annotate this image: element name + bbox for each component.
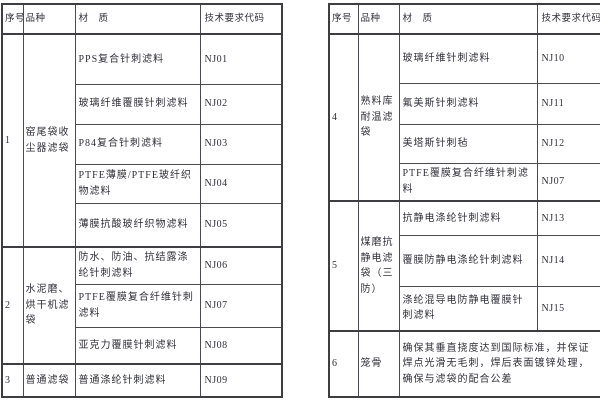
table-row: 3 普通滤袋 普通涤纶针刺滤料 NJ09: [1, 363, 283, 398]
table-row: 覆膜防静电涤纶针刺滤料 NJ14: [329, 234, 600, 287]
col-header-variety: 品种: [357, 3, 400, 35]
seq-cell: 1: [1, 33, 24, 248]
col-header-material: 材 质: [398, 3, 538, 35]
material-cell: 亚克力覆膜针刺滤料: [74, 326, 201, 365]
col-header-variety: 品种: [22, 3, 76, 35]
code-cell: NJ08: [199, 326, 283, 365]
code-cell: NJ10: [536, 33, 600, 84]
table-row: 1 窑尾袋收尘器滤袋 PPS复合针刺滤料 NJ01: [1, 33, 283, 248]
table-row: 6 笼骨 确保其垂直挠度达到国际标准，并保证焊点光滑无毛刺，焊后表面镀锌处理，确…: [328, 330, 600, 398]
code-cell: NJ04: [199, 163, 283, 204]
variety-cell: 笼骨: [357, 330, 400, 398]
seq-cell: 2: [1, 246, 24, 365]
table-row: 玻璃纤维覆膜针刺滤料 NJ02: [2, 83, 283, 125]
material-cell: P84复合针刺滤料: [74, 123, 201, 165]
table-row: 4 熟料库耐温滤袋 玻璃纤维针刺滤料 NJ10: [328, 33, 600, 202]
material-cell: 覆膜防静电涤纶针刺滤料: [398, 234, 538, 287]
table-row: 美塔斯针刺毡 NJ12: [329, 123, 600, 164]
material-cell: 抗静电涤纶针刺滤料: [398, 200, 538, 236]
header-row: 序号 品种 材 质 技术要求代码: [328, 3, 600, 35]
col-header-seq: 序号: [1, 3, 24, 35]
table-row: 5 煤磨抗静电滤袋（三防） 抗静电涤纶针刺滤料 NJ13: [328, 200, 600, 332]
material-cell: PTFE覆膜复合纤维针刺滤料: [398, 162, 538, 202]
material-cell: PPS复合针刺滤料: [74, 33, 201, 85]
material-cell: 玻璃纤维针刺滤料: [398, 33, 538, 84]
col-header-code: 技术要求代码: [536, 3, 600, 35]
table-row: 涤纶混导电防静电覆膜针刺滤料 NJ15: [329, 285, 600, 332]
right-table: 序号 品种 材 质 技术要求代码 4 熟料库耐温滤袋 玻璃纤维针刺滤料 NJ10…: [328, 3, 600, 398]
material-cell: 薄膜抗酸玻纤织物滤料: [74, 202, 201, 248]
col-header-seq: 序号: [328, 3, 359, 35]
material-cell: 涤纶混导电防静电覆膜针刺滤料: [398, 285, 538, 332]
seq-cell: 5: [328, 200, 359, 332]
code-cell: NJ07: [536, 162, 600, 202]
code-cell: NJ05: [199, 202, 283, 248]
variety-cell: 普通滤袋: [22, 363, 76, 398]
code-cell: NJ12: [536, 123, 600, 164]
variety-cell: 窑尾袋收尘器滤袋: [22, 33, 76, 248]
variety-cell: 水泥磨、烘干机滤袋: [22, 246, 76, 365]
table-row: 亚克力覆膜针刺滤料 NJ08: [2, 326, 283, 365]
variety-cell: 煤磨抗静电滤袋（三防）: [357, 200, 400, 332]
variety-cell: 熟料库耐温滤袋: [357, 33, 400, 202]
material-cell: 防水、防油、抗结露涤纶针刺滤料: [74, 246, 201, 285]
col-header-material: 材 质: [74, 3, 201, 35]
material-cell: 氟美斯针刺滤料: [398, 82, 538, 125]
left-table: 序号 品种 材 质 技术要求代码 1 窑尾袋收尘器滤袋 PPS复合针刺滤料 NJ…: [1, 3, 283, 398]
header-row: 序号 品种 材 质 技术要求代码: [1, 3, 283, 35]
material-cell: 美塔斯针刺毡: [398, 123, 538, 164]
code-cell: NJ07: [199, 283, 283, 328]
material-cell: PTFE覆膜复合纤维针刺滤料: [74, 283, 201, 328]
material-cell: 普通涤纶针刺滤料: [74, 363, 201, 398]
requirement-note-cell: 确保其垂直挠度达到国际标准，并保证焊点光滑无毛刺，焊后表面镀锌处理，确保与滤袋的…: [398, 330, 600, 398]
seq-cell: 4: [328, 33, 359, 202]
material-cell: PTFE薄膜/PTFE玻纤织物滤料: [74, 163, 201, 204]
code-cell: NJ06: [199, 246, 283, 285]
seq-cell: 3: [1, 363, 24, 398]
material-cell: 玻璃纤维覆膜针刺滤料: [74, 83, 201, 125]
table-row: 薄膜抗酸玻纤织物滤料 NJ05: [2, 202, 283, 248]
table-row: PTFE覆膜复合纤维针刺滤料 NJ07: [329, 162, 600, 202]
code-cell: NJ14: [536, 234, 600, 287]
table-row: 氟美斯针刺滤料 NJ11: [329, 82, 600, 125]
code-cell: NJ09: [199, 363, 283, 398]
code-cell: NJ01: [199, 33, 283, 85]
table-row: PTFE覆膜复合纤维针刺滤料 NJ07: [2, 283, 283, 328]
code-cell: NJ15: [536, 285, 600, 332]
code-cell: NJ13: [536, 200, 600, 236]
code-cell: NJ03: [199, 123, 283, 165]
code-cell: NJ11: [536, 82, 600, 125]
table-row: 2 水泥磨、烘干机滤袋 防水、防油、抗结露涤纶针刺滤料 NJ06: [1, 246, 283, 365]
col-header-code: 技术要求代码: [199, 3, 283, 35]
code-cell: NJ02: [199, 83, 283, 125]
seq-cell: 6: [328, 330, 359, 398]
